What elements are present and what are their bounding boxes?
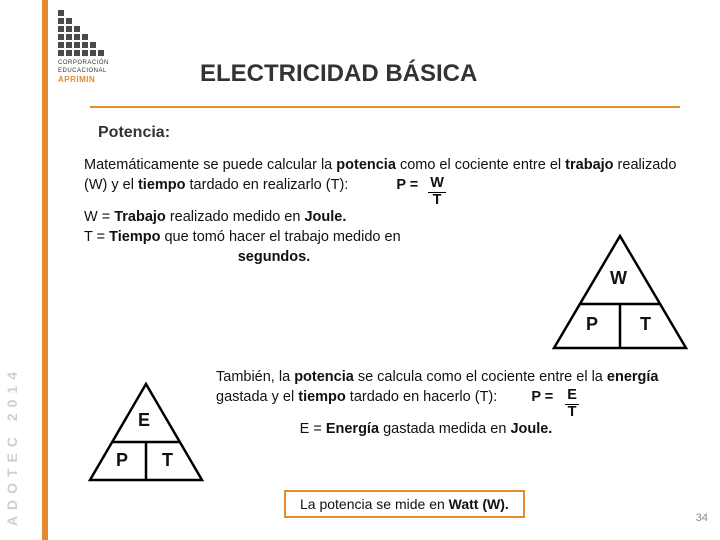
- section-subtitle: Potencia:: [98, 124, 170, 142]
- formula-num: W: [428, 176, 446, 193]
- t-def-c: que tomó hacer el trabajo medido en: [164, 229, 400, 245]
- formula-triangle-power: W P T: [550, 232, 690, 352]
- page-number: 34: [696, 512, 708, 524]
- formula-lhs: P =: [396, 177, 418, 193]
- e-def-c: gastada medida en: [383, 421, 510, 437]
- p2-bold: potencia: [294, 369, 354, 385]
- e-def-a: E =: [300, 421, 326, 437]
- p2-text: tardado en hacerlo (T):: [350, 389, 498, 405]
- p1-bold: potencia: [336, 157, 396, 173]
- watt-callout: La potencia se mide en Watt (W).: [284, 490, 525, 518]
- watt-b: Watt (W).: [449, 496, 509, 512]
- logo-line1: CORPORACIÓN: [58, 60, 109, 66]
- p1-text: tardado en realizarlo (T):: [190, 177, 349, 193]
- watt-a: La potencia se mide en: [300, 496, 449, 512]
- p2-text: También, la: [216, 369, 294, 385]
- tri-top: E: [138, 410, 150, 431]
- logo-icon: [58, 10, 109, 58]
- logo-line2: EDUCACIONAL: [58, 68, 109, 74]
- page-title: ELECTRICIDAD BÁSICA: [200, 60, 477, 88]
- t-def-b: Tiempo: [109, 229, 160, 245]
- p1-text: Matemáticamente se puede calcular la: [84, 157, 336, 173]
- p1-text: como el cociente entre el: [400, 157, 565, 173]
- w-def-a: W =: [84, 209, 114, 225]
- e-def-b: Energía: [326, 421, 379, 437]
- formula-den: T: [428, 193, 446, 209]
- p2-bold: energía: [607, 369, 659, 385]
- w-def-b: Trabajo: [114, 209, 166, 225]
- p1-bold: trabajo: [565, 157, 613, 173]
- vertical-label: ADOTEC 2014: [4, 366, 20, 526]
- e-def-d: Joule.: [510, 421, 552, 437]
- w-def-d: Joule.: [304, 209, 346, 225]
- t-def-d: segundos.: [238, 249, 311, 265]
- tri-right: T: [162, 450, 173, 471]
- p1-bold: tiempo: [138, 177, 186, 193]
- t-def-a: T =: [84, 229, 109, 245]
- p2-text: gastada y el: [216, 389, 298, 405]
- formula2-lhs: P =: [531, 389, 553, 405]
- title-underline: [90, 106, 680, 108]
- logo-brand: APRIMIN: [58, 76, 109, 84]
- w-def-c: realizado medido en: [170, 209, 305, 225]
- tri-top: W: [610, 268, 627, 289]
- tri-left: P: [116, 450, 128, 471]
- tri-left: P: [586, 314, 598, 335]
- formula-triangle-energy: E P T: [86, 380, 206, 484]
- logo: CORPORACIÓN EDUCACIONAL APRIMIN: [58, 10, 109, 84]
- p2-text: se calcula como el cociente entre el la: [358, 369, 607, 385]
- tri-right: T: [640, 314, 651, 335]
- sidebar: ADOTEC 2014: [0, 0, 48, 540]
- paragraph-2: También, la potencia se calcula como el …: [216, 368, 686, 440]
- p2-bold: tiempo: [298, 389, 346, 405]
- formula2-den: T: [565, 405, 579, 421]
- formula2-num: E: [565, 388, 579, 405]
